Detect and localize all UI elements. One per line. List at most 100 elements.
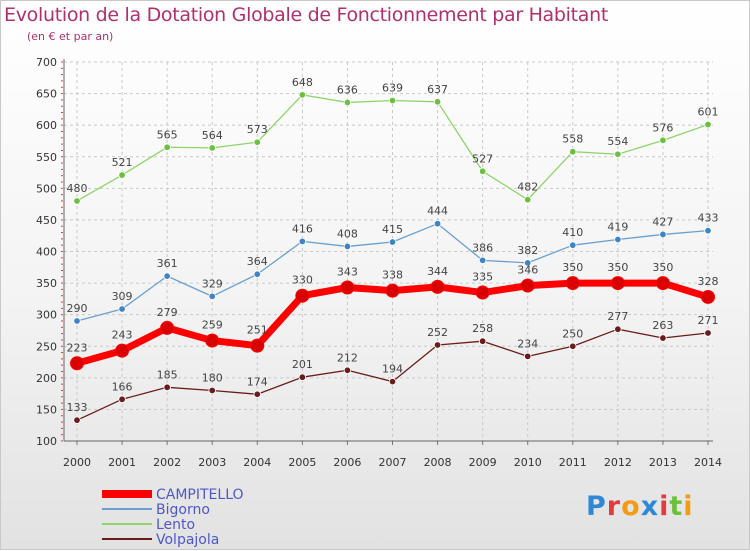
data-point <box>524 259 532 267</box>
data-label: 259 <box>202 319 223 332</box>
data-point <box>388 377 397 386</box>
data-label: 329 <box>202 277 223 290</box>
data-point <box>433 341 442 349</box>
data-label: 277 <box>607 310 628 323</box>
data-point <box>478 256 487 265</box>
x-tick-label: 2000 <box>63 456 91 469</box>
y-tick-label: 600 <box>36 119 57 132</box>
data-point <box>704 226 712 235</box>
data-label: 350 <box>607 261 628 274</box>
data-label: 639 <box>382 82 403 95</box>
data-point <box>73 416 81 424</box>
x-tick-label: 2005 <box>288 456 316 469</box>
data-label: 290 <box>67 302 88 315</box>
data-label: 279 <box>157 306 178 319</box>
data-label: 576 <box>652 121 673 134</box>
data-labels: 480 521 565 564 573 648 636 639 637 527 482 558 554 5… <box>67 76 719 414</box>
x-tick-label: 2007 <box>379 456 407 469</box>
axes <box>61 59 713 445</box>
logo-letter: x <box>640 491 660 522</box>
chart-title: Evolution de la Dotation Globale de Fonc… <box>4 4 609 26</box>
data-label: 328 <box>698 275 719 288</box>
data-point <box>478 337 487 345</box>
y-tick-label: 250 <box>36 340 57 353</box>
data-label: 480 <box>67 182 88 195</box>
data-label: 338 <box>382 269 403 282</box>
y-tick-label: 550 <box>36 151 57 164</box>
data-point <box>343 242 352 251</box>
data-label: 350 <box>652 261 673 274</box>
data-label: 201 <box>292 358 313 371</box>
x-tick-label: 2011 <box>559 456 587 469</box>
data-point <box>118 171 126 179</box>
data-label: 408 <box>337 227 358 240</box>
data-point <box>430 279 445 294</box>
data-point <box>610 276 625 291</box>
logo-letter: r <box>606 491 622 522</box>
data-point <box>343 366 352 374</box>
data-point <box>115 343 130 358</box>
data-point <box>385 283 400 298</box>
data-label: 382 <box>517 244 538 257</box>
data-label: 180 <box>202 371 223 384</box>
y-axis-ticks: 100 150 200 250 300 350 400 450 500 550 600 650 700 <box>36 56 57 448</box>
data-point <box>205 333 220 348</box>
data-point <box>569 147 577 156</box>
data-label: 330 <box>292 274 313 287</box>
y-tick-label: 350 <box>36 277 57 290</box>
data-label: 346 <box>517 264 538 277</box>
data-point <box>298 373 307 381</box>
data-label: 251 <box>247 324 268 337</box>
data-point <box>614 150 622 158</box>
data-point <box>70 356 84 371</box>
data-label: 427 <box>652 215 673 228</box>
data-point <box>208 386 216 395</box>
data-label: 185 <box>157 368 178 381</box>
data-label: 564 <box>202 129 223 142</box>
data-point <box>569 342 577 350</box>
x-tick-label: 2009 <box>469 456 497 469</box>
data-point <box>655 276 670 291</box>
data-point <box>659 136 667 145</box>
data-label: 386 <box>472 241 493 254</box>
data-point <box>163 143 171 151</box>
data-label: 350 <box>562 261 583 274</box>
data-point <box>163 272 171 280</box>
data-point <box>524 352 532 361</box>
y-tick-label: 650 <box>36 88 57 101</box>
data-point <box>73 317 81 325</box>
data-label: 444 <box>427 205 448 218</box>
legend-label: CAMPITELLO <box>156 487 244 503</box>
data-point <box>73 197 81 205</box>
data-point <box>659 230 667 239</box>
logo-letter: o <box>621 491 641 522</box>
data-label: 527 <box>472 152 493 165</box>
data-point <box>433 98 442 106</box>
data-label: 133 <box>67 401 88 414</box>
data-point <box>343 98 352 107</box>
data-label: 271 <box>698 314 719 327</box>
data-point <box>614 325 622 333</box>
data-label: 410 <box>562 226 583 239</box>
data-point <box>340 280 355 295</box>
data-point <box>565 276 580 291</box>
data-label: 601 <box>698 106 719 119</box>
data-point <box>659 334 667 342</box>
legend-label: Bigorno <box>156 502 210 518</box>
data-label: 558 <box>562 133 583 146</box>
data-point <box>520 278 535 293</box>
x-tick-label: 2006 <box>333 456 361 469</box>
data-point <box>118 305 126 313</box>
data-label: 234 <box>517 337 538 350</box>
data-label: 223 <box>67 341 88 354</box>
y-tick-label: 100 <box>36 435 57 448</box>
grid-lines <box>64 61 713 442</box>
x-tick-label: 2013 <box>649 456 677 469</box>
proxiti-logo: Proxiti <box>586 491 694 522</box>
y-tick-label: 200 <box>36 372 57 385</box>
data-label: 636 <box>337 83 358 96</box>
y-tick-label: 300 <box>36 309 57 322</box>
data-label: 243 <box>112 329 133 342</box>
